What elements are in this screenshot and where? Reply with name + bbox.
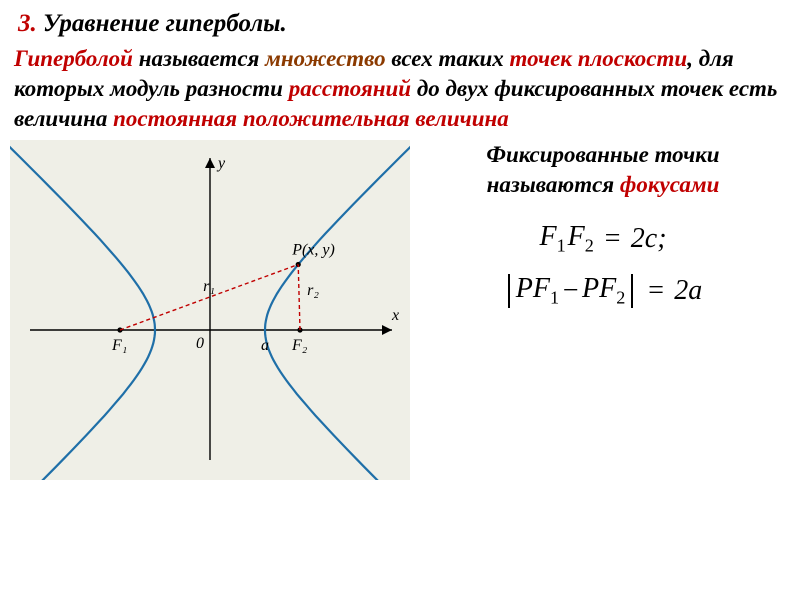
hyperbola-diagram: F₁ F₂ a 0 y x P(x, y) r₁ r₂ xyxy=(10,140,410,485)
foci-line2a: называются xyxy=(487,172,620,197)
equation-distance: F1 F2 = 2c; xyxy=(416,221,790,257)
def-run: точек плоскости xyxy=(510,46,688,71)
eq2-PF1: PF1 xyxy=(516,273,559,309)
eq2-minus: − xyxy=(561,275,580,307)
title-number: 3. xyxy=(18,10,37,37)
section-title: 3. Уравнение гиперболы. xyxy=(0,0,800,44)
eq1-rhs: 2c; xyxy=(631,223,667,255)
def-run: постоянная положительная величина xyxy=(113,106,509,131)
svg-text:F₂: F₂ xyxy=(291,337,308,354)
def-run: всех таких xyxy=(391,46,509,71)
foci-line1: Фиксированные точки xyxy=(486,142,719,167)
def-run: множество xyxy=(265,46,391,71)
svg-text:y: y xyxy=(216,155,226,172)
svg-text:r₂: r₂ xyxy=(307,282,319,299)
eq1-equals: = xyxy=(596,223,629,255)
def-run: называется xyxy=(139,46,265,71)
eq2-rhs: 2a xyxy=(674,275,702,307)
def-run: Гиперболой xyxy=(14,46,139,71)
title-text: Уравнение гиперболы. xyxy=(43,10,287,37)
foci-line2b: фокусами xyxy=(620,172,720,197)
svg-text:F₁: F₁ xyxy=(111,337,127,354)
equations-block: F1 F2 = 2c; PF1 − PF2 = 2a xyxy=(416,221,790,308)
svg-text:a: a xyxy=(261,337,269,354)
definition-paragraph: Гиперболой называется множество всех так… xyxy=(0,44,800,134)
abs-bar-right xyxy=(631,274,633,308)
diagram-svg: F₁ F₂ a 0 y x P(x, y) r₁ r₂ xyxy=(10,140,410,480)
eq1-F1: F1 xyxy=(539,221,565,257)
svg-text:r₁: r₁ xyxy=(203,278,215,295)
equation-modulus: PF1 − PF2 = 2a xyxy=(416,273,790,309)
eq1-F2: F2 xyxy=(568,221,594,257)
eq2-equals: = xyxy=(639,275,672,307)
abs-bar-left xyxy=(508,274,510,308)
svg-text:P(x, y): P(x, y) xyxy=(291,241,335,258)
svg-text:x: x xyxy=(391,307,399,324)
def-run: расстояний xyxy=(289,76,417,101)
eq2-PF2: PF2 xyxy=(582,273,625,309)
svg-text:0: 0 xyxy=(196,335,204,352)
foci-definition: Фиксированные точки называются фокусами xyxy=(416,140,790,200)
